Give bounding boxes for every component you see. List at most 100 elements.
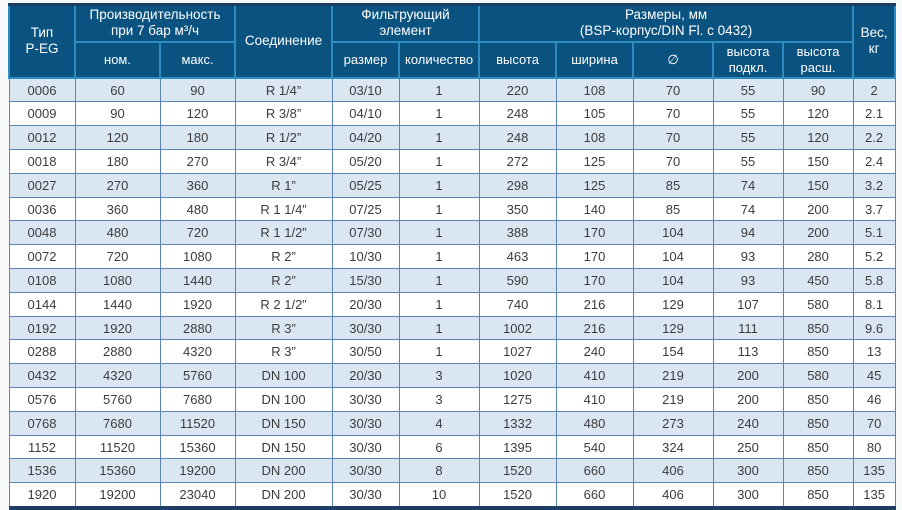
cell-height: 220 [478,77,557,103]
cell-width: 480 [555,410,634,436]
cell-diameter: 70 [632,149,714,174]
cell-height: 298 [478,172,557,198]
cell-diameter: 406 [632,482,714,509]
header-sub-row: ном. макс. размер количество высота шири… [9,40,895,79]
cell-weight: 2.1 [852,101,896,127]
cell-element-quantity: 1 [398,244,480,270]
cell-max: 480 [159,196,236,222]
cell-nominal: 19200 [74,482,161,509]
cell-height-exp: 850 [782,339,854,365]
cell-diameter: 154 [632,339,714,365]
table-row: 0108 1080 1440 R 2” 15/30 1 590 170 104 93 450 5.8 [8,268,896,293]
cell-element-size: 30/30 [331,410,400,436]
cell-type: 0072 [8,244,76,270]
cell-diameter: 70 [632,101,714,127]
cell-connection: DN 200 [234,482,333,509]
table-row: 0006 60 90 R 1/4” 03/10 1 220 108 70 55 90 2 [8,77,896,103]
cell-diameter: 129 [632,291,714,317]
spec-table: Тип P-EG Производительность при 7 бар м³… [8,3,897,510]
cell-width: 240 [555,339,634,365]
cell-connection: R 1/2” [234,125,333,151]
cell-max: 1920 [159,291,236,317]
cell-height: 248 [478,125,557,151]
cell-diameter: 273 [632,410,714,436]
cell-nominal: 480 [74,220,161,246]
cell-element-quantity: 1 [398,101,480,127]
col-group-performance: Производительность при 7 бар м³/ч [73,3,237,43]
cell-type: 0048 [8,220,76,246]
cell-max: 120 [159,101,236,127]
cell-height: 740 [478,291,557,317]
cell-element-quantity: 4 [398,410,480,436]
cell-type: 0192 [8,315,76,341]
table-row: 0018 180 270 R 3/4” 05/20 1 272 125 70 55 150 2.4 [8,149,896,174]
cell-element-size: 03/10 [331,77,400,103]
cell-height-exp: 150 [782,172,854,198]
cell-height-conn: 93 [712,244,784,270]
cell-type: 0576 [8,387,76,412]
cell-height-exp: 850 [782,482,854,509]
cell-width: 216 [555,315,634,341]
cell-element-size: 05/20 [331,149,400,174]
cell-weight: 46 [852,387,896,412]
cell-connection: DN 100 [234,387,333,412]
cell-type: 0108 [8,268,76,293]
cell-connection: R 1/4” [234,77,333,103]
cell-width: 125 [555,172,634,198]
col-header-height: высота [478,40,558,79]
cell-connection: DN 150 [234,410,333,436]
cell-height-conn: 300 [712,482,784,509]
cell-height: 350 [478,196,557,222]
cell-nominal: 1920 [74,315,161,341]
col-header-element-size: размер [331,40,401,79]
table-row: 0288 2880 4320 R 3” 30/50 1 1027 240 154 113 850 13 [8,339,896,365]
cell-nominal: 720 [74,244,161,270]
cell-element-quantity: 1 [398,125,480,151]
cell-diameter: 104 [632,220,714,246]
cell-height-exp: 580 [782,363,854,389]
cell-max: 270 [159,149,236,174]
cell-element-size: 07/25 [331,196,400,222]
cell-connection: R 3/4” [234,149,333,174]
cell-weight: 80 [852,434,896,460]
cell-height: 1275 [478,387,557,412]
cell-element-quantity: 3 [398,387,480,412]
cell-nominal: 5760 [74,387,161,412]
cell-height-conn: 250 [712,434,784,460]
cell-weight: 45 [852,363,896,389]
cell-element-size: 05/25 [331,172,400,198]
cell-element-quantity: 3 [398,363,480,389]
cell-element-quantity: 6 [398,434,480,460]
cell-weight: 3.2 [852,172,896,198]
cell-connection: R 2” [234,268,333,293]
cell-connection: R 1 1/2” [234,220,333,246]
cell-max: 360 [159,172,236,198]
cell-height: 1332 [478,410,557,436]
cell-width: 660 [555,482,634,509]
cell-element-size: 04/10 [331,101,400,127]
cell-type: 0432 [8,363,76,389]
cell-type: 0009 [8,101,76,127]
cell-diameter: 70 [632,77,714,103]
cell-connection: R 2” [234,244,333,270]
cell-weight: 5.1 [852,220,896,246]
cell-type: 1536 [8,458,76,484]
cell-element-quantity: 1 [398,268,480,293]
cell-weight: 2.2 [852,125,896,151]
table-row: 1920 19200 23040 DN 200 30/30 10 1520 660 406 300… [8,482,896,509]
cell-connection: R 3” [234,315,333,341]
cell-diameter: 104 [632,244,714,270]
cell-element-quantity: 1 [398,291,480,317]
cell-nominal: 2880 [74,339,161,365]
col-header-height-conn: высота подкл. [712,40,785,79]
table-row: 0036 360 480 R 1 1/4” 07/25 1 350 140 85 74 200 3.7 [8,196,896,222]
cell-height: 388 [478,220,557,246]
cell-nominal: 4320 [74,363,161,389]
table-header: Тип P-EG Производительность при 7 бар м³… [8,3,897,79]
cell-type: 0027 [8,172,76,198]
table-row: 0576 5760 7680 DN 100 30/30 3 1275 410 219 200 850… [8,387,896,412]
cell-element-quantity: 1 [398,220,480,246]
cell-type: 1152 [8,434,76,460]
cell-type: 0012 [8,125,76,151]
